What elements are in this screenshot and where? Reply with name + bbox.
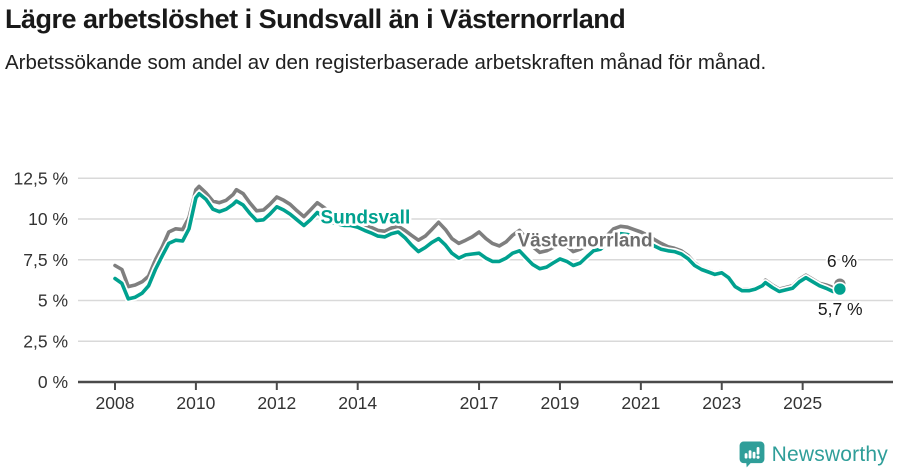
x-tick-label: 2008 xyxy=(96,393,135,413)
x-tick-label: 2019 xyxy=(540,393,579,413)
chart-header: Lägre arbetslöshet i Sundsvall än i Väst… xyxy=(5,0,895,77)
x-tick-label: 2021 xyxy=(621,393,660,413)
series-lines xyxy=(111,182,848,303)
newsworthy-logo: Newsworthy xyxy=(739,441,888,468)
series-label-sundsvall: Sundsvall xyxy=(320,208,410,229)
chart-title: Lägre arbetslöshet i Sundsvall än i Väst… xyxy=(5,4,626,34)
series-line-sundsvall xyxy=(113,191,842,301)
x-tick-label: 2012 xyxy=(257,393,296,413)
x-axis: 2008 2010 2012 2014 2017 2019 2021 2023 2025 xyxy=(78,380,893,413)
x-tick-label: 2023 xyxy=(702,393,741,413)
y-tick-label: 12,5 % xyxy=(14,168,68,188)
x-tick-label: 2014 xyxy=(338,393,377,413)
y-tick-label: 5 % xyxy=(38,291,68,311)
y-tick-label: 10 % xyxy=(28,209,68,229)
end-label-västernorrland: 6 % xyxy=(827,251,857,271)
chart-subtitle: Arbetssökande som andel av den registerb… xyxy=(5,51,767,74)
series-line-västernorrland xyxy=(113,184,842,291)
series-label-västernorrland: Västernorrland xyxy=(517,230,652,251)
y-tick-label: 0 % xyxy=(38,372,68,392)
x-tick-label: 2017 xyxy=(460,393,499,413)
y-axis-tick-labels: 0 % 2,5 % 5 % 7,5 % 10 % 12,5 % xyxy=(14,168,68,392)
end-dot-sundsvall xyxy=(834,283,846,295)
end-label-sundsvall: 5,7 % xyxy=(818,299,863,319)
newsworthy-icon xyxy=(739,441,765,468)
series-inline-labels: Västernorrland Sundsvall xyxy=(318,205,655,254)
x-tick-label: 2010 xyxy=(176,393,215,413)
gridlines xyxy=(78,177,893,342)
y-tick-label: 7,5 % xyxy=(23,250,68,270)
x-tick-label: 2025 xyxy=(783,393,822,413)
y-tick-label: 2,5 % xyxy=(23,331,68,351)
series-end-value-labels: 6 % 5,7 % xyxy=(816,249,865,321)
newsworthy-wordmark: Newsworthy xyxy=(771,442,888,466)
